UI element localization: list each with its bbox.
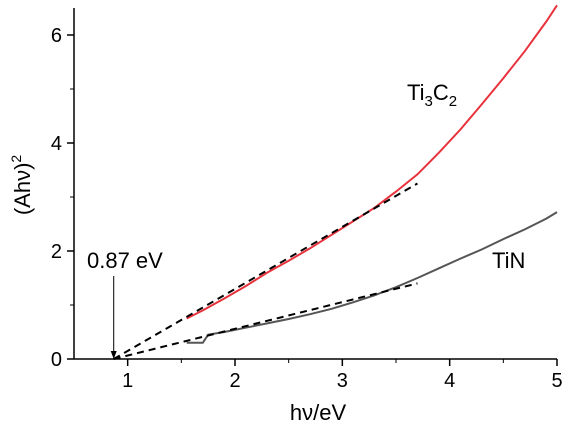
- y-tick-label: 0: [51, 349, 62, 371]
- x-tick-label: 1: [122, 370, 133, 392]
- fit-layer: [113, 182, 418, 360]
- series-label-ti3c2: Ti3C2: [407, 80, 457, 110]
- bandgap-annotation: 0.87 eV: [87, 248, 163, 273]
- y-tick-label: 2: [51, 241, 62, 263]
- arrow-head: [110, 351, 117, 359]
- y-tick-label: 4: [51, 133, 62, 155]
- plot-frame: [73, 8, 557, 360]
- fit-line: [113, 282, 418, 360]
- ticks: 1 2 3 4 5 0 2 4 6: [51, 25, 563, 392]
- y-tick-label: 6: [51, 25, 62, 47]
- x-tick-label: 4: [444, 370, 455, 392]
- x-tick-label: 5: [551, 370, 562, 392]
- x-tick-label: 2: [229, 370, 240, 392]
- series-line-tin: [186, 211, 558, 344]
- y-axis-label: (Ahν)2: [8, 155, 35, 216]
- series-layer: [186, 4, 558, 344]
- y-axis-label-main: (Ahν): [10, 163, 35, 216]
- series-label-tin: TiN: [492, 248, 525, 273]
- fit-line: [113, 182, 418, 360]
- bandgap-arrow: [110, 276, 117, 359]
- x-tick-label: 3: [337, 370, 348, 392]
- y-axis-label-sup: 2: [8, 155, 24, 163]
- x-axis-label: hν/eV: [290, 400, 347, 425]
